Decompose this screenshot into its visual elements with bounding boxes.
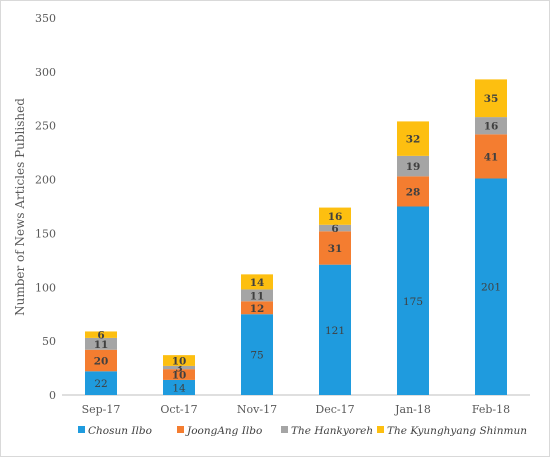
y-tick-label: 150 (35, 227, 56, 240)
legend: Chosun Ilbo JoongAng Ilbo The Hankyoreh The… (78, 425, 527, 437)
legend-entry: Chosun Ilbo (88, 425, 152, 437)
bar-segment (163, 365, 195, 370)
x-tick-label: Nov-17 (237, 403, 277, 416)
bar-segment (241, 301, 273, 315)
y-tick-label: 50 (42, 335, 56, 348)
y-tick-label: 200 (35, 174, 56, 187)
data-label: 6 (97, 330, 104, 342)
x-tick-label: Dec-17 (315, 403, 354, 416)
legend-swatch (281, 426, 288, 433)
data-label: 75 (250, 350, 263, 362)
data-label: 14 (250, 277, 265, 289)
bar-segment (163, 355, 195, 366)
data-label: 10 (172, 370, 187, 382)
data-label: 41 (484, 151, 499, 163)
bar-segment (397, 206, 429, 395)
data-label: 201 (481, 282, 501, 294)
legend-entry: JoongAng Ilbo (185, 425, 262, 437)
data-label: 32 (406, 134, 421, 146)
bar-segment (163, 379, 195, 395)
bar-segment (319, 231, 351, 265)
data-label: 19 (406, 161, 421, 173)
y-tick-label: 100 (35, 281, 56, 294)
bar-segment (475, 79, 507, 118)
bar-segment (475, 117, 507, 135)
bar-segment (241, 289, 273, 302)
bar-segment (319, 207, 351, 225)
bar-segment (475, 134, 507, 179)
x-tick-label: Oct-17 (160, 403, 197, 416)
legend-entry: The Hankyoreh (291, 425, 373, 437)
bar-segment (85, 337, 117, 350)
bar-segment (241, 274, 273, 290)
data-label: 16 (484, 121, 499, 133)
y-tick-label: 250 (35, 120, 56, 133)
y-tick-label: 0 (49, 389, 56, 402)
data-label: 12 (250, 303, 265, 315)
data-label: 3 (175, 363, 182, 375)
legend-swatch (78, 426, 85, 433)
x-tick-label: Feb-18 (472, 403, 510, 416)
x-tick-label: Sep-17 (82, 403, 121, 416)
legend-swatch (177, 426, 184, 433)
bar-segment (397, 155, 429, 177)
x-axis-ticks: Sep-17 Oct-17 Nov-17 Dec-17 Jan-18 Feb-18 (82, 403, 511, 416)
data-label: 14 (172, 382, 186, 394)
bar-segment (85, 371, 117, 395)
bar-segment (475, 178, 507, 395)
data-label: 11 (250, 290, 265, 302)
data-label: 20 (94, 356, 109, 368)
bar-segment (241, 314, 273, 395)
bar-segment (163, 369, 195, 380)
legend-entry: The Kyunghyang Shinmun (387, 425, 527, 437)
data-label: 6 (331, 223, 338, 235)
y-axis-label: Number of News Articles Published (13, 98, 27, 316)
data-label: 22 (94, 378, 107, 390)
bar-segment (85, 349, 117, 372)
data-label: 11 (94, 339, 109, 351)
data-label: 31 (328, 243, 343, 255)
y-axis-ticks: 0 50 100 150 200 250 300 350 (35, 12, 56, 402)
data-label: 10 (172, 356, 187, 368)
data-label: 121 (325, 325, 345, 337)
bar-segment (319, 264, 351, 395)
data-label: 35 (484, 93, 499, 105)
bar-segment (397, 121, 429, 156)
bar-segment (397, 176, 429, 207)
legend-swatch (377, 426, 384, 433)
y-tick-label: 350 (35, 12, 56, 25)
bar-segment (319, 224, 351, 232)
bar-segment (85, 331, 117, 338)
data-label: 175 (403, 296, 423, 308)
x-tick-label: Jan-18 (394, 403, 431, 416)
data-label: 16 (328, 211, 343, 223)
y-tick-label: 300 (35, 66, 56, 79)
data-label: 28 (406, 186, 421, 198)
